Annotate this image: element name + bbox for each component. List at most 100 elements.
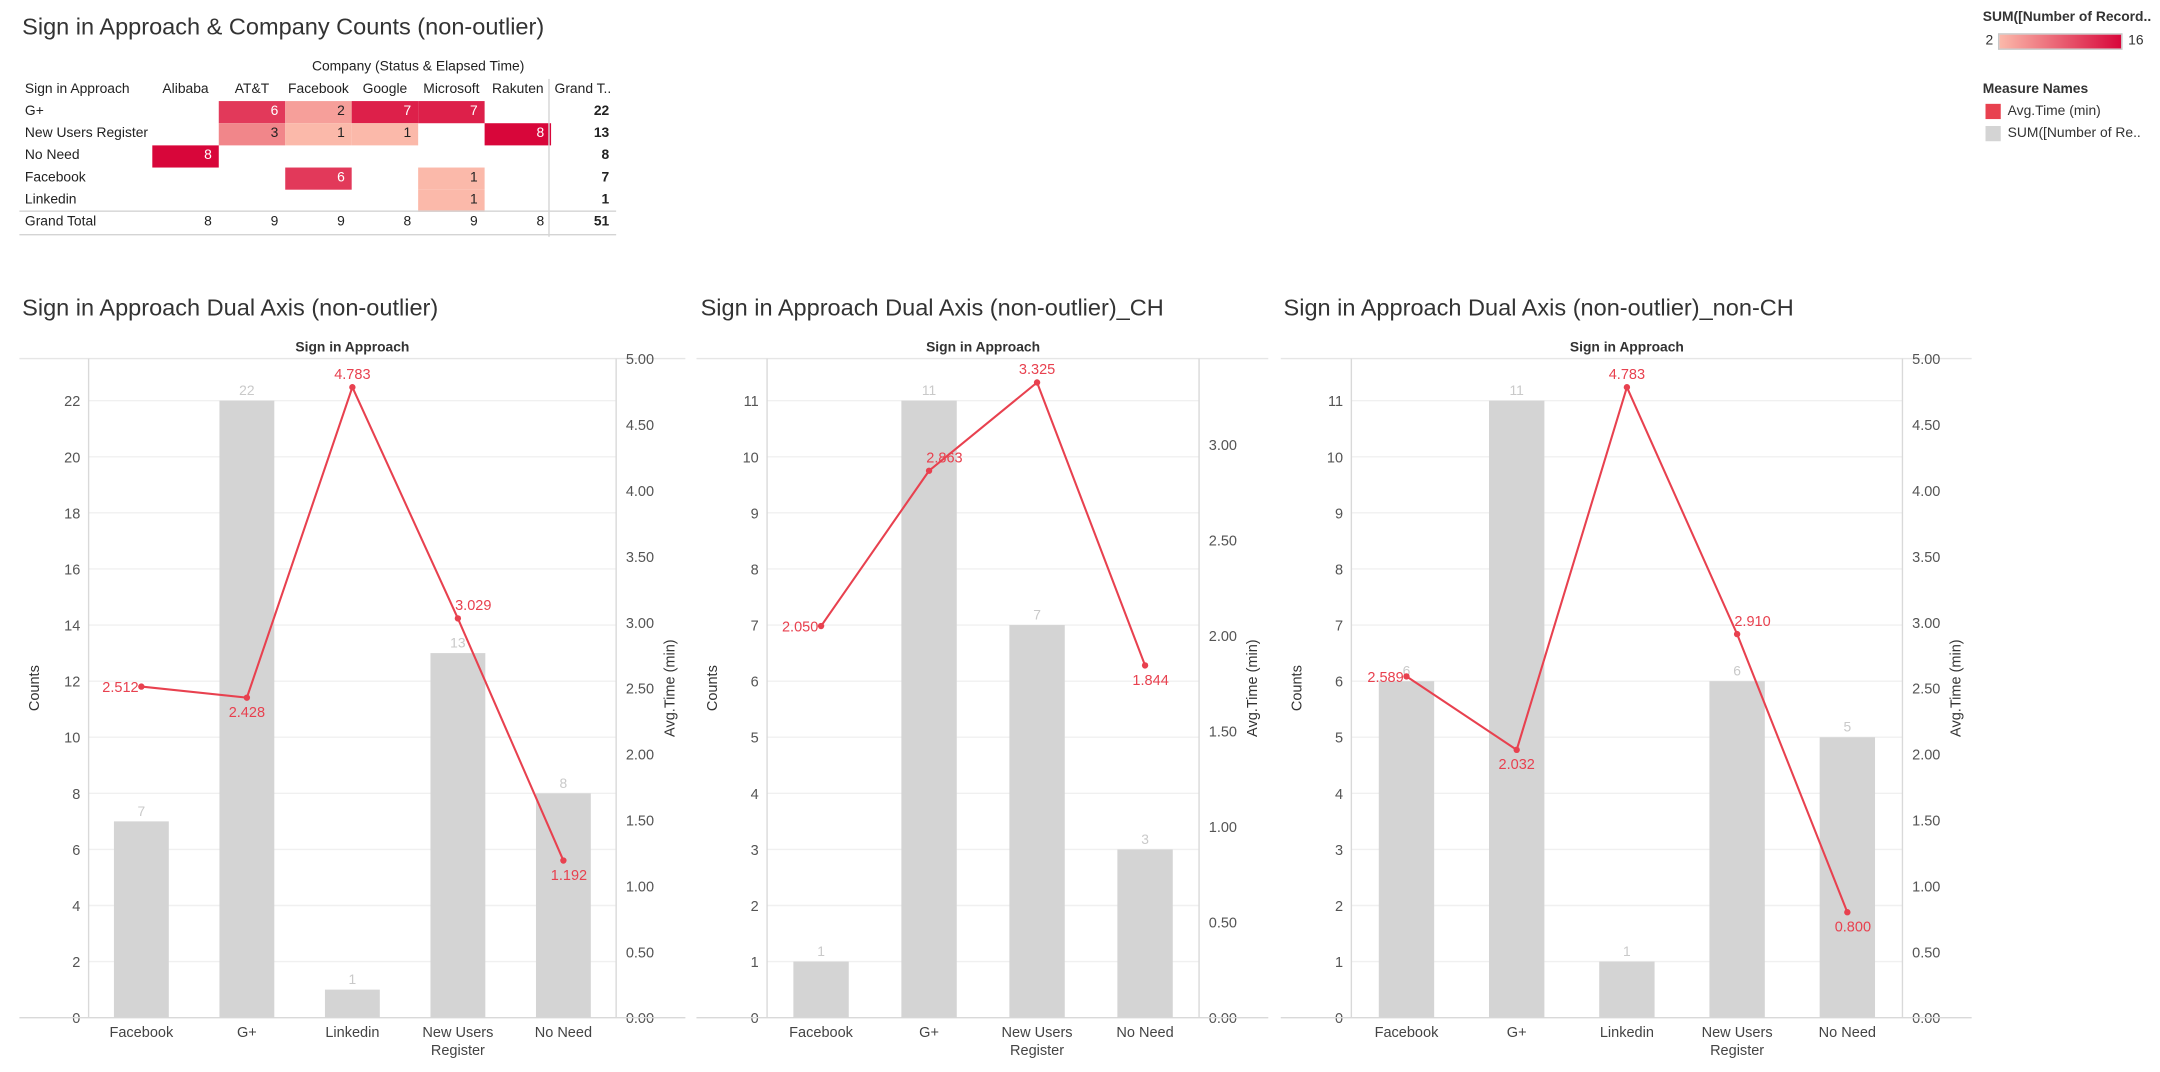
line-value-label: 2.428 xyxy=(229,705,265,721)
avg-time-line xyxy=(141,384,565,861)
row-grand-total: 8 xyxy=(601,148,610,164)
y-tick-label: 12 xyxy=(64,675,80,691)
line-value-label: 2.512 xyxy=(102,680,138,696)
y2-tick-label: 0.50 xyxy=(626,945,654,961)
y-tick-label: 20 xyxy=(64,450,80,466)
column-header-facebook: Facebook xyxy=(288,81,349,97)
crosstab-cell: 6 xyxy=(285,167,352,190)
bar xyxy=(430,653,486,1018)
color-legend-gradient xyxy=(1997,33,2123,50)
row-label: Facebook xyxy=(24,170,86,186)
y2-tick-label: 2.00 xyxy=(626,748,654,764)
line-point xyxy=(454,615,462,622)
measure-legend-swatch-count[interactable] xyxy=(1985,125,2001,142)
column-grand-total: 8 xyxy=(204,214,212,230)
crosstab-bottom-border xyxy=(19,233,617,236)
y2-tick-label: 4.50 xyxy=(626,418,654,434)
crosstab-cell: 1 xyxy=(418,167,485,190)
y-tick-label: 10 xyxy=(64,731,80,747)
overall-grand-total: 51 xyxy=(593,214,610,230)
bar xyxy=(324,989,380,1018)
grand-total-divider xyxy=(548,78,550,237)
crosstab-cell: 6 xyxy=(218,101,286,124)
color-legend-min: 2 xyxy=(1985,33,1994,49)
measure-legend-label-avg-time[interactable]: Avg.Time (min) xyxy=(2007,103,2101,120)
y-tick-label: 16 xyxy=(64,562,80,578)
x-category-label: New Users xyxy=(422,1025,493,1041)
column-group-header: Company (Status & Elapsed Time) xyxy=(311,59,525,75)
chart-1-title: Sign in Approach Dual Axis (non-outlier) xyxy=(22,294,439,322)
color-legend-title: SUM([Number of Record.. xyxy=(1982,9,2152,25)
crosstab-cell: 8 xyxy=(152,145,219,168)
column-header-alibaba: Alibaba xyxy=(162,81,209,97)
y-tick-label: 22 xyxy=(64,394,80,410)
y2-tick-label: 4.00 xyxy=(626,484,654,500)
row-grand-total: 22 xyxy=(593,103,610,120)
line-point xyxy=(138,683,145,690)
row-grand-total: 7 xyxy=(601,170,610,186)
row-label: New Users Register xyxy=(24,125,149,142)
x-category-label: G+ xyxy=(237,1025,257,1041)
crosstab-cell: 7 xyxy=(351,101,419,124)
y2-tick-label: 2.50 xyxy=(626,682,654,698)
x-category-label: Facebook xyxy=(109,1025,173,1041)
y2-tick-label: 1.00 xyxy=(626,879,654,895)
grand-total-label: Grand Total xyxy=(24,214,97,230)
crosstab-cell: 3 xyxy=(218,123,286,146)
line-value-label: 1.192 xyxy=(551,868,587,884)
column-header-google: Google xyxy=(362,81,408,97)
line-point xyxy=(560,857,567,864)
bar xyxy=(219,400,275,1018)
y-tick-label: 2 xyxy=(72,955,80,971)
chart-header: Sign in Approach xyxy=(295,339,409,355)
measure-legend-swatch-avg-time[interactable] xyxy=(1985,103,2001,120)
x-category-label: Linkedin xyxy=(325,1025,379,1041)
crosstab-table[interactable]: Company (Status & Elapsed Time) Sign in A… xyxy=(19,57,617,237)
crosstab-title: Sign in Approach & Company Counts (non-o… xyxy=(22,13,545,41)
bar-value-label: 22 xyxy=(239,382,254,398)
column-header-at-t: AT&T xyxy=(234,81,270,97)
line-value-label: 3.029 xyxy=(455,598,491,614)
row-label: G+ xyxy=(24,103,44,120)
y2-tick-label: 3.50 xyxy=(626,550,654,566)
bar-value-label: 1 xyxy=(349,971,357,987)
bar-value-label: 7 xyxy=(138,803,146,819)
line-point xyxy=(243,694,251,701)
y2-axis-title: Avg.Time (min) xyxy=(662,639,678,737)
crosstab-cell: 8 xyxy=(484,123,552,146)
y2-tick-label: 1.50 xyxy=(626,813,654,829)
y-axis-title: Counts xyxy=(27,665,43,711)
color-legend-max: 16 xyxy=(2128,33,2144,49)
y2-tick-label: 0.00 xyxy=(626,1011,654,1027)
column-header-rakuten: Rakuten xyxy=(492,81,544,97)
y-tick-label: 0 xyxy=(72,1011,80,1027)
bar xyxy=(535,793,591,1018)
column-grand-total: 9 xyxy=(469,214,478,230)
column-grand-total: 8 xyxy=(536,214,545,230)
measure-legend-title: Measure Names xyxy=(1982,81,2089,97)
row-header: Sign in Approach xyxy=(24,81,130,97)
y-tick-label: 8 xyxy=(72,787,80,803)
row-grand-total: 1 xyxy=(601,192,610,208)
crosstab-cell: 2 xyxy=(285,101,352,124)
column-header-grand-t: Grand T.. xyxy=(554,81,612,97)
crosstab-cell: 7 xyxy=(418,101,485,124)
bar-value-label: 8 xyxy=(560,775,568,791)
line-value-label: 4.783 xyxy=(334,367,370,383)
row-grand-total: 13 xyxy=(593,125,610,142)
y-tick-label: 18 xyxy=(64,506,80,522)
column-grand-total: 9 xyxy=(337,214,345,230)
x-category-label: Register xyxy=(431,1043,485,1059)
grand-total-row-divider xyxy=(19,210,617,212)
measure-legend-label-count[interactable]: SUM([Number of Re.. xyxy=(2007,125,2141,142)
row-label: Linkedin xyxy=(24,192,77,208)
y-tick-label: 6 xyxy=(72,843,80,859)
crosstab-cell: 1 xyxy=(418,189,485,212)
y-tick-label: 4 xyxy=(72,899,80,915)
row-label: No Need xyxy=(24,148,80,164)
y-tick-label: 14 xyxy=(64,619,80,635)
y2-tick-label: 5.00 xyxy=(626,352,654,368)
column-header-microsoft: Microsoft xyxy=(423,81,480,97)
